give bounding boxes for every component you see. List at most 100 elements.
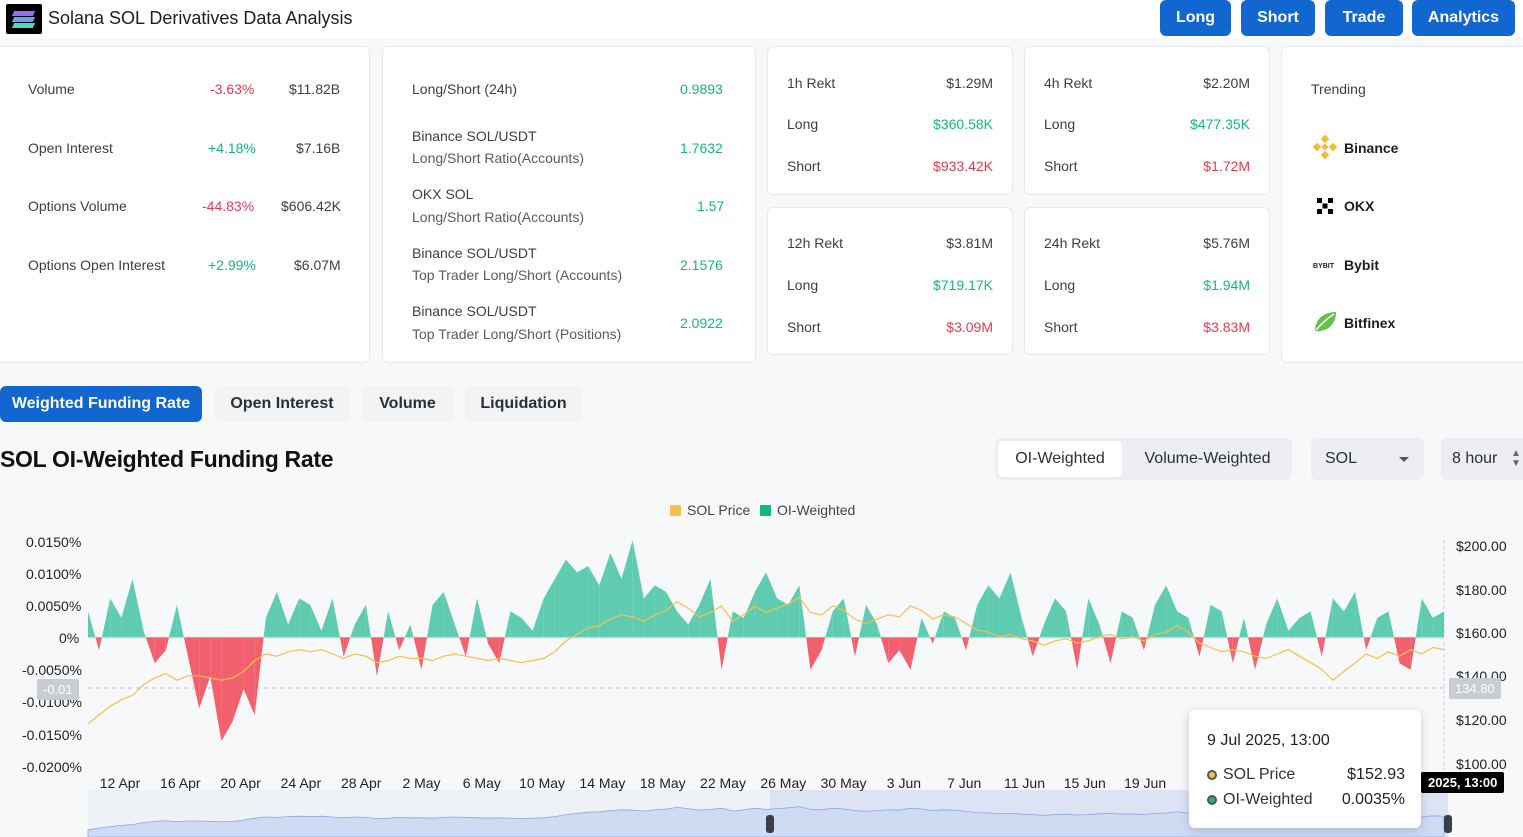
navigator-handle-left[interactable]: [766, 815, 774, 833]
svg-text:BYBIT: BYBIT: [1313, 263, 1335, 270]
tab-volume[interactable]: Volume: [362, 386, 453, 422]
funding-area-positive: [621, 540, 633, 638]
funding-area-positive: [1277, 598, 1289, 638]
funding-area-negative: [1103, 637, 1111, 664]
legend-item-oi-weighted[interactable]: OI-Weighted: [760, 502, 855, 518]
overview-label: Volume: [28, 81, 75, 97]
x-tick-label: 15 Jun: [1063, 775, 1106, 791]
rekt-short-value: $1.72M: [1203, 158, 1250, 174]
funding-area-positive: [1266, 598, 1278, 638]
ratio-value: 2.0922: [680, 315, 723, 331]
legend-swatch: [760, 504, 771, 516]
coin-select[interactable]: SOL: [1311, 438, 1424, 480]
rekt-short-value: $3.09M: [946, 319, 993, 335]
funding-area-negative: [421, 637, 427, 670]
x-tick-label: 7 Jun: [947, 775, 982, 791]
funding-area-positive: [665, 591, 678, 638]
rekt-short-label: Short: [787, 319, 821, 335]
binance-icon: [1312, 134, 1338, 160]
funding-area-positive: [859, 604, 867, 638]
funding-area-positive: [1021, 617, 1028, 638]
funding-area-positive: [943, 611, 955, 638]
overview-value: $11.82B: [289, 81, 341, 97]
legend-item-sol-price[interactable]: SOL Price: [670, 502, 750, 518]
funding-area-positive: [1155, 585, 1167, 638]
funding-area-positive: [825, 611, 833, 638]
funding-area-positive: [110, 598, 122, 638]
rekt-title: 24h Rekt: [1044, 235, 1101, 251]
y-tick-left: -0.0150%: [22, 727, 82, 743]
x-tick-label: 26 May: [760, 775, 807, 791]
legend-swatch: [670, 504, 681, 516]
funding-area-positive: [754, 572, 766, 638]
trending-exchange-bybit[interactable]: Bybit: [1344, 257, 1379, 273]
ratio-sublabel: Long/Short Ratio(Accounts): [412, 150, 584, 166]
x-tick-label: 6 May: [462, 775, 501, 791]
funding-area-negative: [1366, 637, 1371, 651]
funding-area-positive: [299, 598, 311, 638]
funding-area-positive: [788, 585, 800, 638]
crosshair-left-label: -0.01: [37, 679, 79, 700]
overview-card: Volume -3.63% $11.82B Open Interest +4.1…: [0, 46, 370, 363]
funding-area-negative: [806, 637, 811, 670]
x-tick-label: 2 May: [402, 775, 441, 791]
tooltip-row-price: SOL Price: [1207, 766, 1295, 784]
funding-area-negative: [899, 637, 911, 670]
sol-price-line: [87, 596, 1445, 725]
page-title: Solana SOL Derivatives Data Analysis: [48, 8, 353, 28]
trending-exchange-okx[interactable]: OKX: [1344, 198, 1375, 214]
rekt-total: $5.76M: [1203, 235, 1250, 251]
coin-select-value: SOL: [1325, 450, 1358, 467]
chevron-down-icon: [1399, 457, 1409, 462]
trending-exchange-binance[interactable]: Binance: [1344, 140, 1399, 156]
funding-area-negative: [1393, 637, 1400, 664]
analytics-button[interactable]: Analytics: [1412, 0, 1515, 36]
funding-area-positive: [443, 591, 455, 638]
oi-weighted-option[interactable]: OI-Weighted: [998, 441, 1122, 477]
price-dot-icon: [1207, 770, 1217, 780]
funding-area-negative: [232, 637, 244, 722]
funding-area-positive: [469, 598, 478, 638]
short-button[interactable]: Short: [1241, 0, 1315, 36]
funding-area-negative: [810, 637, 822, 670]
funding-area-positive: [727, 611, 733, 638]
funding-area-positive: [101, 598, 111, 638]
volume-weighted-option[interactable]: Volume-Weighted: [1144, 450, 1271, 467]
funding-area-positive: [1177, 611, 1189, 638]
trending-exchange-bitfinex[interactable]: Bitfinex: [1344, 315, 1396, 331]
funding-area-positive: [988, 585, 1000, 638]
navigator-handle-right[interactable]: [1444, 815, 1452, 833]
funding-area-positive: [699, 578, 711, 638]
ratio-sublabel: Top Trader Long/Short (Positions): [412, 326, 622, 342]
x-tick-label: 14 May: [579, 775, 626, 791]
funding-area-positive: [1310, 611, 1317, 638]
funding-area-negative: [188, 637, 200, 709]
long-button[interactable]: Long: [1160, 0, 1231, 36]
funding-area-positive: [1221, 611, 1228, 638]
funding-area-negative: [1027, 637, 1033, 657]
rekt-short-value: $933.42K: [933, 158, 993, 174]
top-bar: Solana SOL Derivatives Data Analysis Lon…: [0, 0, 1523, 38]
tab-open-interest[interactable]: Open Interest: [214, 386, 350, 422]
funding-area-negative: [243, 637, 255, 716]
funding-area-positive: [1082, 598, 1089, 638]
rekt-short-label: Short: [787, 158, 821, 174]
funding-area-positive: [432, 591, 444, 638]
funding-area-positive: [427, 604, 433, 638]
rekt-long-label: Long: [1044, 116, 1076, 132]
funding-area-positive: [404, 624, 411, 638]
trade-button[interactable]: Trade: [1325, 0, 1403, 36]
overview-change: +2.99%: [208, 257, 256, 273]
funding-area-positive: [1355, 591, 1364, 638]
tab-liquidation[interactable]: Liquidation: [465, 386, 582, 422]
interval-select[interactable]: 8 hour ▲ ▼: [1441, 438, 1523, 480]
funding-area-negative: [370, 637, 377, 677]
tab-weighted-funding-rate[interactable]: Weighted Funding Rate: [0, 386, 202, 422]
funding-area-positive: [1388, 611, 1394, 638]
funding-area-positive: [1210, 604, 1222, 638]
ratio-sublabel: Top Trader Long/Short (Accounts): [412, 267, 623, 283]
funding-area-positive: [777, 598, 789, 638]
funding-area-positive: [977, 585, 989, 638]
x-tick-label: 16 Apr: [160, 775, 201, 791]
funding-area-negative: [929, 637, 933, 644]
